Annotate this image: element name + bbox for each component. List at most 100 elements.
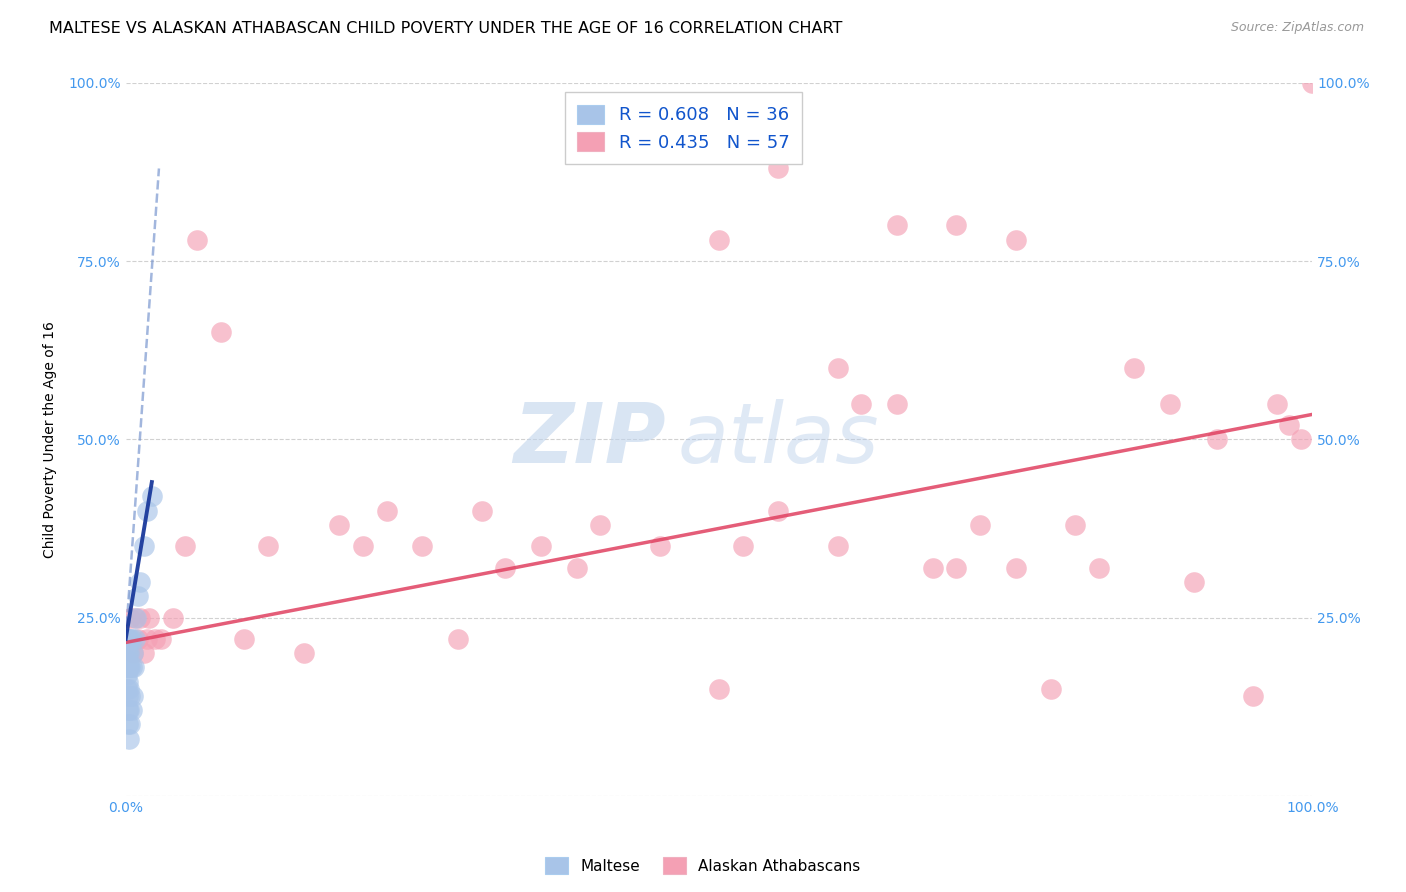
Point	[292, 646, 315, 660]
Point	[1064, 517, 1087, 532]
Point	[138, 610, 160, 624]
Point	[352, 539, 374, 553]
Point	[648, 539, 671, 553]
Point	[118, 703, 141, 717]
Point	[1241, 689, 1264, 703]
Point	[1289, 433, 1312, 447]
Point	[117, 646, 139, 660]
Point	[117, 632, 139, 646]
Y-axis label: Child Poverty Under the Age of 16: Child Poverty Under the Age of 16	[44, 321, 58, 558]
Point	[945, 560, 967, 574]
Point	[117, 689, 139, 703]
Point	[707, 681, 730, 696]
Point	[120, 632, 142, 646]
Point	[117, 717, 139, 731]
Point	[1301, 76, 1323, 90]
Point	[117, 632, 139, 646]
Point	[186, 233, 208, 247]
Point	[124, 632, 146, 646]
Point	[136, 632, 159, 646]
Point	[115, 653, 138, 667]
Point	[886, 397, 908, 411]
Point	[565, 560, 588, 574]
Point	[495, 560, 517, 574]
Point	[132, 646, 155, 660]
Point	[1004, 233, 1026, 247]
Point	[145, 632, 167, 646]
Point	[122, 660, 145, 674]
Point	[127, 632, 149, 646]
Point	[768, 161, 790, 176]
Point	[731, 539, 754, 553]
Point	[115, 681, 138, 696]
Point	[1088, 560, 1111, 574]
Point	[375, 503, 398, 517]
Point	[174, 539, 197, 553]
Point	[115, 660, 138, 674]
Point	[121, 646, 143, 660]
Point	[136, 503, 159, 517]
Point	[117, 703, 139, 717]
Point	[827, 361, 849, 376]
Point	[945, 219, 967, 233]
Point	[768, 503, 790, 517]
Point	[328, 517, 350, 532]
Point	[118, 632, 141, 646]
Point	[1278, 418, 1301, 433]
Point	[141, 489, 163, 503]
Point	[411, 539, 433, 553]
Point	[118, 681, 141, 696]
Point	[707, 233, 730, 247]
Point	[120, 717, 142, 731]
Point	[118, 646, 141, 660]
Point	[162, 610, 184, 624]
Point	[1206, 433, 1229, 447]
Point	[118, 660, 141, 674]
Point	[121, 632, 143, 646]
Point	[115, 646, 138, 660]
Point	[115, 632, 138, 646]
Point	[120, 689, 142, 703]
Text: ZIP: ZIP	[513, 399, 665, 480]
Point	[589, 517, 612, 532]
Point	[1123, 361, 1146, 376]
Point	[121, 703, 143, 717]
Point	[121, 689, 143, 703]
Point	[1265, 397, 1288, 411]
Point	[1159, 397, 1181, 411]
Point	[150, 632, 173, 646]
Point	[969, 517, 991, 532]
Point	[127, 589, 149, 603]
Legend: Maltese, Alaskan Athabascans: Maltese, Alaskan Athabascans	[540, 851, 866, 880]
Point	[1004, 560, 1026, 574]
Point	[132, 539, 155, 553]
Point	[209, 326, 232, 340]
Point	[827, 539, 849, 553]
Point	[921, 560, 943, 574]
Point	[886, 219, 908, 233]
Legend: R = 0.608   N = 36, R = 0.435   N = 57: R = 0.608 N = 36, R = 0.435 N = 57	[565, 92, 803, 164]
Point	[851, 397, 873, 411]
Point	[1040, 681, 1063, 696]
Point	[117, 674, 139, 689]
Point	[447, 632, 470, 646]
Point	[117, 660, 139, 674]
Point	[471, 503, 494, 517]
Text: atlas: atlas	[678, 399, 879, 480]
Point	[118, 731, 141, 746]
Point	[1182, 574, 1205, 589]
Point	[125, 610, 148, 624]
Point	[124, 610, 146, 624]
Point	[129, 610, 152, 624]
Point	[121, 660, 143, 674]
Point	[257, 539, 280, 553]
Point	[115, 667, 138, 681]
Text: MALTESE VS ALASKAN ATHABASCAN CHILD POVERTY UNDER THE AGE OF 16 CORRELATION CHAR: MALTESE VS ALASKAN ATHABASCAN CHILD POVE…	[49, 21, 842, 37]
Text: Source: ZipAtlas.com: Source: ZipAtlas.com	[1230, 21, 1364, 35]
Point	[121, 646, 143, 660]
Point	[129, 574, 152, 589]
Point	[530, 539, 553, 553]
Point	[120, 660, 142, 674]
Point	[120, 610, 142, 624]
Point	[233, 632, 256, 646]
